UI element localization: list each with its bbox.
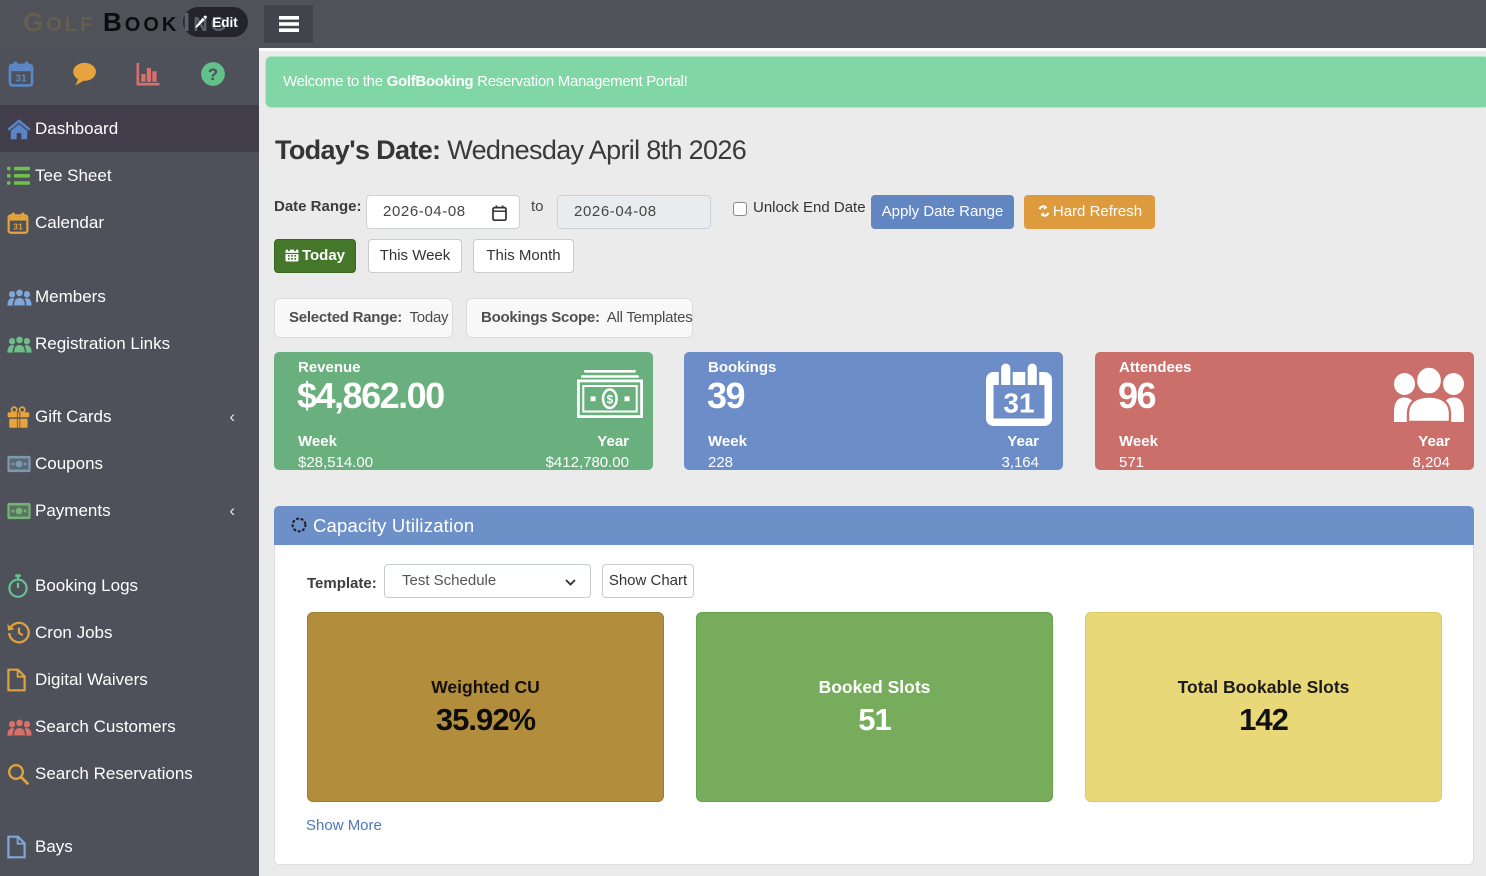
- svg-text:31: 31: [1003, 388, 1034, 419]
- svg-text:GOLF: GOLF: [23, 7, 95, 37]
- svg-text:31: 31: [15, 74, 27, 85]
- svg-text:31: 31: [13, 221, 23, 231]
- svg-text:BOOK: BOOK: [103, 7, 179, 37]
- svg-text:?: ?: [208, 65, 218, 84]
- svg-text:$: $: [606, 393, 613, 407]
